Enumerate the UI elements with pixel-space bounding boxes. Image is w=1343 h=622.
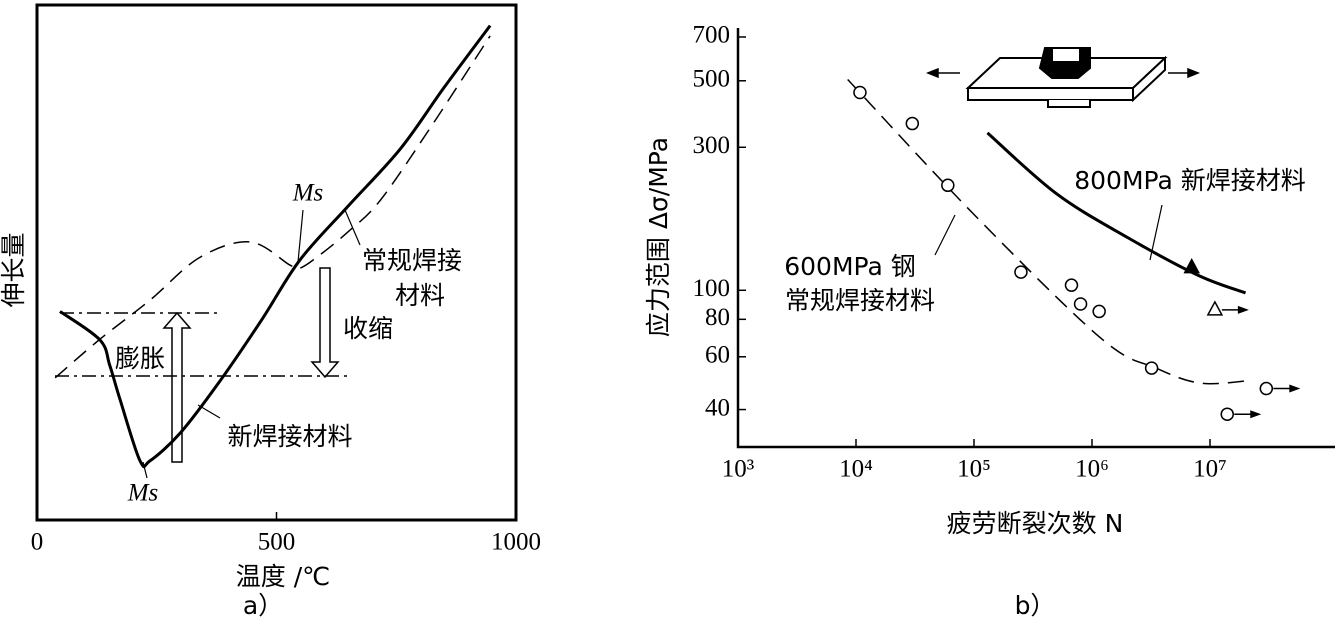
data-point: [905, 116, 920, 131]
series-label: 材料: [395, 281, 445, 310]
runout-arrowhead: [1250, 410, 1262, 419]
series-line: [54, 35, 491, 379]
x-tick-label: 500: [258, 529, 296, 556]
y-axis-label: 伸长量: [0, 232, 28, 307]
annotation: Ms: [127, 480, 159, 507]
series-label: 常规焊接: [362, 246, 462, 275]
x-tick-label: 10⁷: [1193, 456, 1227, 483]
series-line: [59, 24, 492, 469]
data-point: [1064, 278, 1079, 292]
runout-arrowhead: [1289, 384, 1301, 393]
series-line: [847, 78, 1251, 385]
data-point: [1220, 407, 1234, 421]
x-axis-label: 温度 /℃: [236, 562, 330, 591]
leader: [934, 214, 956, 256]
series-label: 常规焊接材料: [785, 286, 935, 315]
y-tick-label: 60: [705, 342, 730, 369]
y-axis-label: 应力范围 Δσ/MPa: [644, 137, 673, 337]
x-tick-label: 10³: [722, 456, 755, 483]
annotation: 膨胀: [115, 344, 165, 373]
leader: [297, 209, 304, 263]
x-tick-label: 0: [31, 529, 44, 556]
x-tick-label: 10⁶: [1075, 456, 1109, 483]
specimen-sketch: [965, 47, 1168, 108]
data-point: [853, 85, 867, 100]
series-line: [986, 131, 1247, 295]
expansion-arrow: [162, 311, 192, 463]
series-label: 600MPa 钢: [784, 252, 916, 281]
y-tick-label: 40: [705, 394, 730, 421]
series-label: 新焊接材料: [227, 422, 352, 451]
y-tick-label: 100: [693, 275, 731, 302]
series-label: 800MPa 新焊接材料: [1074, 166, 1306, 195]
data-point: [1092, 304, 1106, 319]
data-point: [1014, 265, 1028, 279]
data-point: [941, 178, 955, 193]
x-axis-label: 疲劳断裂次数 N: [947, 509, 1124, 538]
data-point: [1144, 361, 1159, 375]
y-tick-label: 300: [693, 132, 731, 159]
annotation: 收缩: [343, 314, 393, 343]
y-tick-label: 700: [693, 22, 731, 49]
data-point: [1206, 300, 1224, 316]
load-arrows: [925, 67, 1201, 79]
caption: a）: [243, 591, 283, 620]
x-tick-label: 1000: [491, 529, 541, 556]
caption: b）: [1015, 591, 1056, 620]
shrink-arrow: [310, 267, 340, 379]
data-point: [1259, 381, 1274, 396]
annotation: Ms: [292, 180, 324, 207]
y-tick-label: 500: [693, 66, 731, 93]
x-tick-label: 10⁴: [839, 456, 873, 483]
y-tick-label: 80: [705, 304, 730, 331]
runout-arrowhead: [1237, 305, 1249, 314]
x-tick-label: 10⁵: [957, 456, 991, 483]
leader: [344, 209, 361, 246]
data-point: [1183, 258, 1200, 274]
data-point: [1073, 297, 1088, 311]
